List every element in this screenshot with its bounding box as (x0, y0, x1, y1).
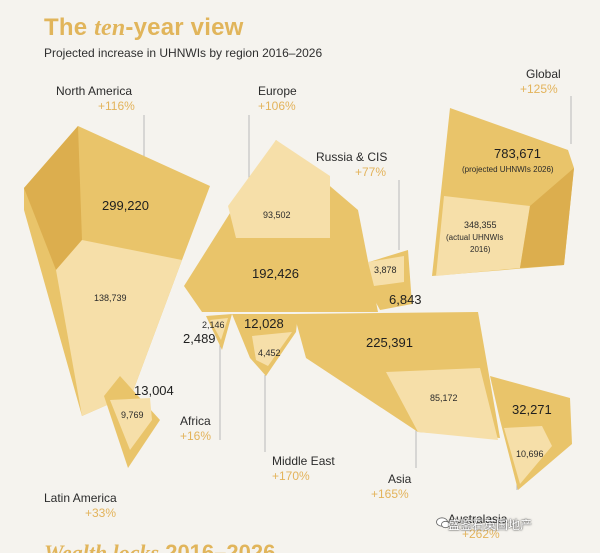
africa-pct: +16% (180, 429, 212, 443)
global-inner (436, 196, 530, 276)
global-actual-note-2: 2016) (470, 245, 491, 254)
global-projected-note: (projected UHNWIs 2026) (462, 165, 554, 174)
russia-actual: 3,878 (374, 265, 397, 275)
asia-actual: 85,172 (430, 393, 458, 403)
global-pct: +125% (520, 82, 558, 96)
north-america-pct: +116% (98, 99, 135, 113)
europe-inner (228, 140, 330, 238)
north-america-inner (56, 240, 182, 416)
middle-east-pct: +170% (272, 469, 310, 483)
africa-inner (210, 318, 228, 340)
asia-inner (386, 368, 498, 440)
global-projected: 783,671 (494, 146, 541, 161)
watermark-text: 盛鉴石英国地产 (448, 518, 533, 532)
africa-actual: 2,146 (202, 320, 225, 330)
latin-america-inner (110, 398, 152, 450)
middle-east-inner (252, 332, 292, 366)
australasia-name: Australasia (448, 512, 508, 526)
latin-america-projected: 13,004 (134, 383, 174, 398)
asia-projected: 225,391 (366, 335, 413, 350)
asia-pct: +165% (371, 487, 409, 501)
europe-actual: 93,502 (263, 210, 291, 220)
russia-name: Russia & CIS (316, 150, 388, 164)
latin-america-name: Latin America (44, 491, 117, 505)
north-america-actual: 138,739 (94, 293, 127, 303)
chat-bubble-icon (436, 517, 450, 529)
australasia-actual: 10,696 (516, 449, 544, 459)
page-subtitle: Projected increase in UHNWIs by region 2… (44, 46, 323, 60)
russia-inner (368, 256, 404, 286)
global-actual: 348,355 (464, 220, 497, 230)
north-america-projected: 299,220 (102, 198, 149, 213)
page-title: The ten-year view (44, 14, 244, 41)
north-america-name: North America (56, 84, 133, 98)
russia-pct: +77% (355, 165, 387, 179)
europe-projected: 192,426 (252, 266, 299, 281)
next-section-heading: Wealth locks 2016–2026 (44, 540, 276, 553)
global-name: Global (526, 67, 561, 81)
europe-name: Europe (258, 84, 297, 98)
australasia-pct: +262% (462, 527, 500, 541)
middle-east-actual: 4,452 (258, 348, 281, 358)
australasia-projected: 32,271 (512, 402, 552, 417)
latin-america-actual: 9,769 (121, 410, 144, 420)
middle-east-projected: 12,028 (244, 316, 284, 331)
north-america-shape-side (24, 126, 82, 270)
australasia-inner (504, 426, 552, 484)
latin-america-pct: +33% (85, 506, 117, 520)
africa-name: Africa (180, 414, 211, 428)
russia-projected: 6,843 (389, 292, 422, 307)
asia-name: Asia (388, 472, 412, 486)
middle-east-name: Middle East (272, 454, 335, 468)
africa-projected: 2,489 (183, 331, 216, 346)
global-side (520, 168, 574, 268)
global-actual-note-1: (actual UHNWIs (446, 233, 504, 242)
europe-pct: +106% (258, 99, 296, 113)
